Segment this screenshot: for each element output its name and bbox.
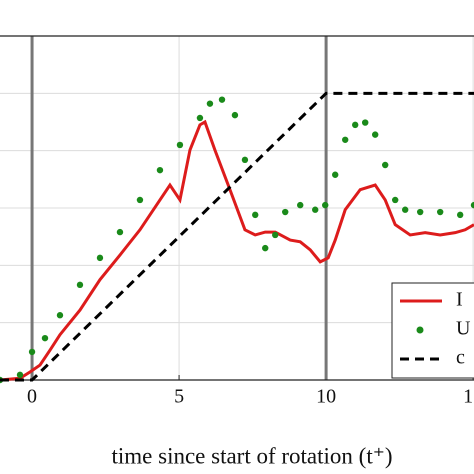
data-point	[41, 334, 49, 342]
data-point	[196, 114, 204, 122]
x-axis-label: time since start of rotation (t⁺)	[111, 443, 392, 468]
data-line	[0, 119, 474, 382]
data-point	[96, 254, 104, 262]
data-point	[312, 206, 319, 213]
x-tick-label: 0	[27, 386, 37, 408]
legend-symbol	[416, 326, 424, 334]
data-line	[0, 91, 474, 382]
data-point	[231, 111, 239, 119]
data-point	[282, 208, 289, 216]
data-point	[76, 281, 84, 289]
data-point	[381, 161, 389, 169]
data-point	[436, 208, 444, 216]
data-point	[28, 348, 36, 356]
data-point	[56, 312, 64, 319]
data-point	[252, 211, 259, 219]
legend-label: I	[456, 289, 463, 311]
data-point	[206, 100, 214, 107]
data-point	[297, 201, 304, 209]
data-point	[218, 96, 226, 103]
legend-label: U	[456, 318, 471, 340]
data-point	[241, 156, 249, 164]
data-point	[342, 136, 349, 143]
x-tick-label: 15	[463, 386, 474, 408]
data-point	[116, 228, 124, 236]
data-point	[16, 371, 24, 379]
data-point	[156, 166, 164, 174]
data-point	[456, 211, 464, 219]
data-point	[391, 196, 399, 204]
data-point	[136, 196, 144, 204]
data-point	[176, 141, 184, 149]
data-point	[262, 244, 269, 252]
legend-box	[391, 282, 474, 379]
data-point	[372, 131, 379, 138]
x-tick-label: 10	[316, 386, 336, 408]
data-point	[401, 206, 409, 213]
data-point	[352, 121, 359, 129]
data-point	[416, 208, 424, 216]
data-point	[332, 171, 339, 178]
data-point	[272, 231, 279, 239]
legend-label: c	[456, 347, 465, 369]
data-point	[362, 119, 369, 126]
data-point	[470, 201, 474, 209]
data-point	[322, 201, 329, 209]
x-tick-label: 5	[174, 386, 184, 408]
